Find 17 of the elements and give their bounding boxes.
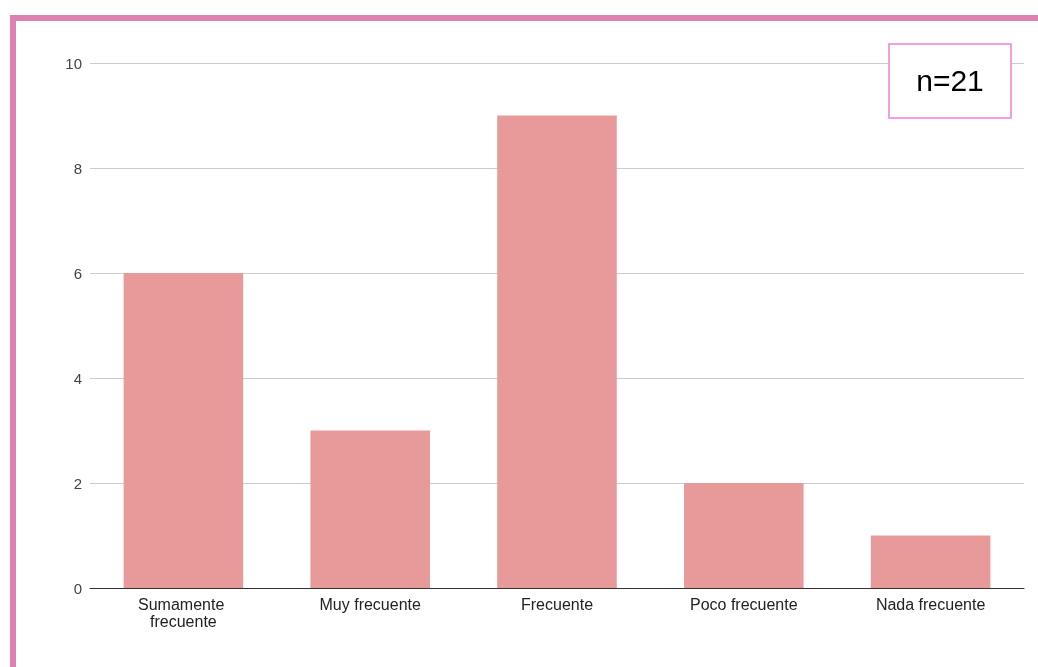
bar — [684, 483, 804, 588]
bar — [310, 430, 430, 588]
bar — [870, 535, 991, 588]
y-tick-label: 6 — [73, 264, 82, 282]
x-tick-label: Nada frecuente — [875, 596, 986, 613]
x-tick-label: Frecuente — [520, 596, 594, 613]
note-box: n=21 — [888, 43, 1012, 119]
y-tick-label: 2 — [73, 474, 82, 492]
y-tick-label: 8 — [73, 159, 82, 177]
bar — [497, 115, 617, 588]
y-tick-label: 10 — [65, 54, 82, 72]
x-tick-label: Muy frecuente — [319, 596, 421, 613]
x-tick-label: Sumamente frecuente — [138, 596, 229, 630]
x-tick-label: Poco frecuente — [689, 596, 798, 613]
bar — [123, 273, 244, 588]
y-tick-label: 0 — [73, 579, 82, 597]
y-tick-label: 4 — [73, 369, 82, 387]
